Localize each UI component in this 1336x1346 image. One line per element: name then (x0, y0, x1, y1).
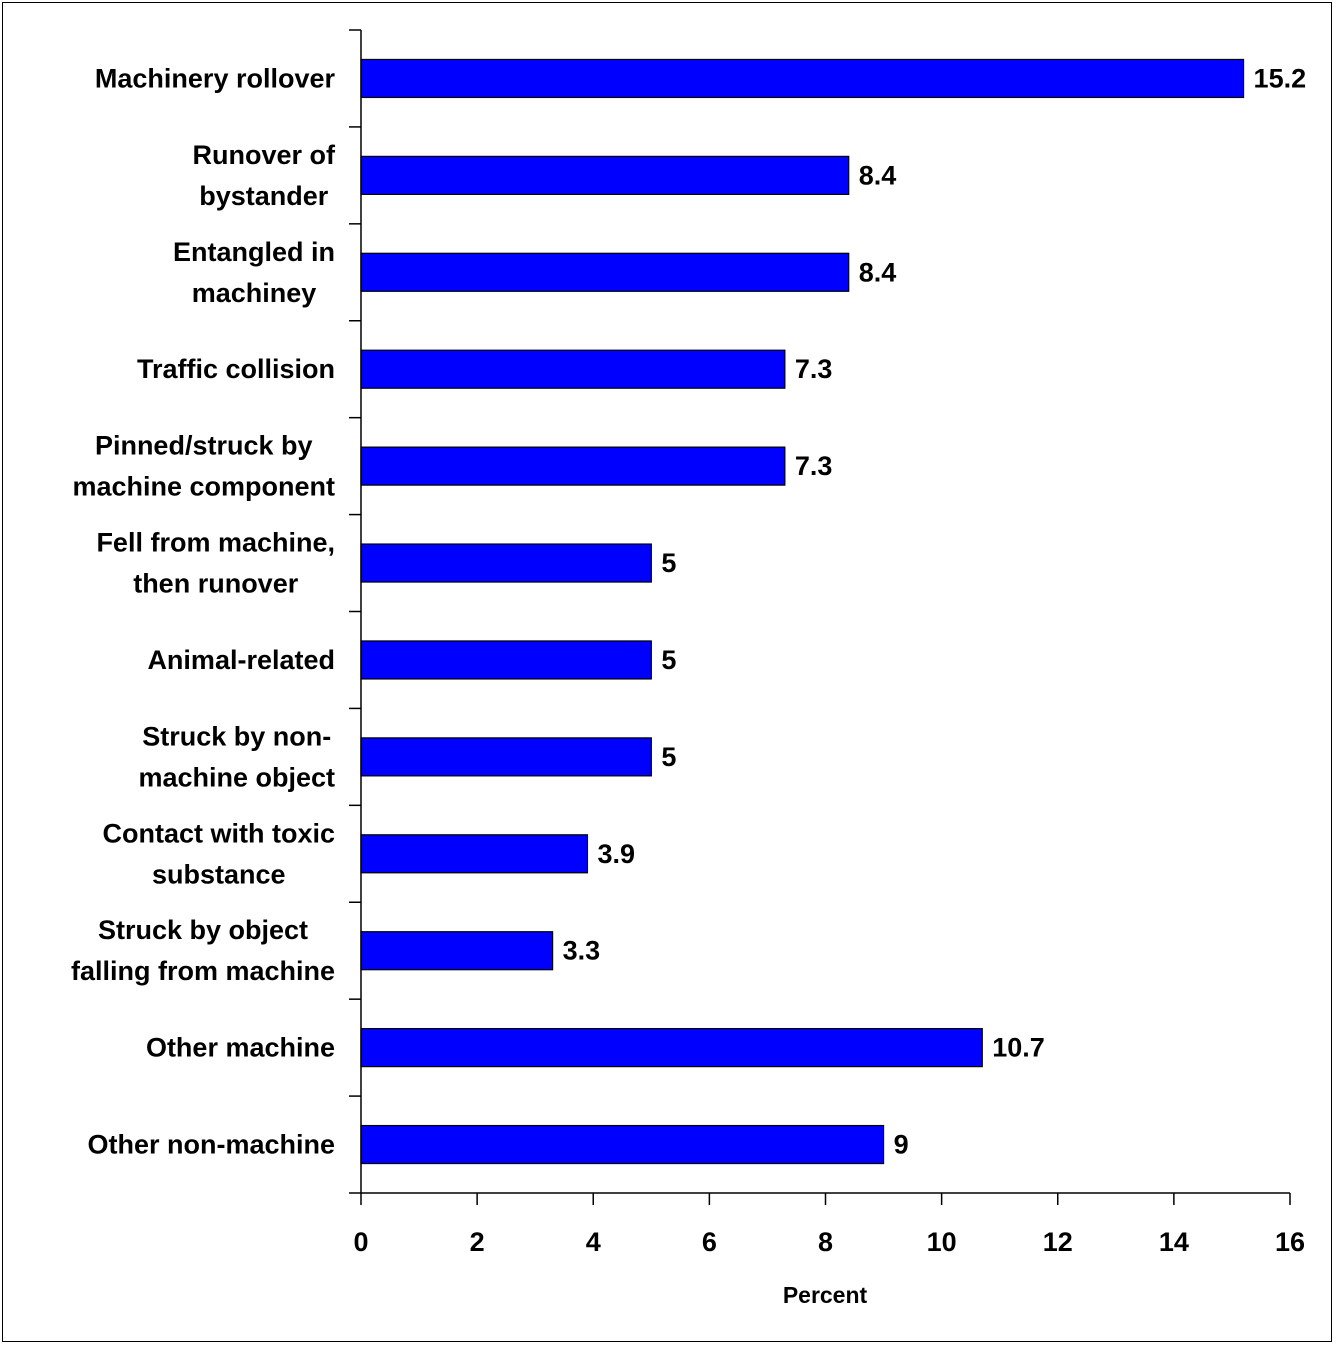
category-label-line: Other non-machine (87, 1130, 335, 1160)
x-tick-label-0: 0 (353, 1227, 368, 1257)
category-label-1: Runover of bystander (192, 140, 336, 211)
category-label-line: Entangled in (173, 237, 335, 267)
category-label-line: machine object (138, 762, 335, 792)
labels-group: 15.2 Machinery rollover 8.4 Runover of bysta… (71, 63, 1306, 1257)
bar-10 (360, 1028, 983, 1068)
category-label-line: then runover (133, 569, 299, 599)
data-label-6: 5 (661, 645, 676, 675)
x-axis-title: Percent (783, 1282, 868, 1308)
category-label-4: Pinned/struck by machine component (72, 431, 335, 502)
bar-4 (360, 446, 786, 486)
x-tick-label-8: 16 (1275, 1227, 1305, 1257)
category-label-line: Animal-related (147, 645, 335, 675)
data-label-9: 3.3 (563, 936, 601, 966)
bar-5 (360, 543, 652, 583)
bar-8 (360, 834, 589, 874)
category-label-line: Struck by object (98, 915, 308, 945)
category-label-11: Other non-machine (87, 1130, 335, 1160)
x-tick-label-1: 2 (470, 1227, 485, 1257)
data-label-8: 3.9 (597, 839, 635, 869)
category-label-5: Fell from machine, then runover (96, 528, 335, 599)
category-label-line: Traffic collision (137, 354, 335, 384)
x-tick-label-5: 10 (927, 1227, 957, 1257)
bar-7 (360, 737, 652, 777)
category-label-3: Traffic collision (137, 354, 335, 384)
category-label-0: Machinery rollover (95, 63, 336, 93)
x-tick-label-6: 12 (1043, 1227, 1073, 1257)
data-label-3: 7.3 (795, 354, 833, 384)
bars-group (360, 58, 1245, 1165)
bar-11 (360, 1124, 885, 1165)
category-label-line: Runover of (192, 140, 336, 170)
data-label-0: 15.2 (1254, 63, 1307, 93)
bar-6 (360, 640, 652, 680)
category-label-10: Other machine (146, 1033, 335, 1063)
category-label-9: Struck by object falling from machine (71, 915, 335, 986)
x-tick-label-4: 8 (818, 1227, 833, 1257)
data-label-1: 8.4 (859, 160, 897, 190)
category-label-line: Contact with toxic (102, 818, 335, 848)
axes-group (349, 29, 1291, 1205)
category-label-line: Fell from machine, (96, 528, 335, 558)
bar-0 (360, 58, 1245, 99)
data-label-5: 5 (661, 548, 676, 578)
category-label-line: machiney (192, 278, 317, 308)
category-label-line: substance (152, 859, 286, 889)
bar-2 (360, 252, 850, 292)
category-label-line: Machinery rollover (95, 63, 336, 93)
category-label-6: Animal-related (147, 645, 335, 675)
category-label-line: machine component (72, 472, 335, 502)
category-label-2: Entangled in machiney (173, 237, 335, 308)
category-label-line: Other machine (146, 1033, 335, 1063)
x-tick-label-7: 14 (1159, 1227, 1189, 1257)
data-label-11: 9 (894, 1130, 909, 1160)
bar-1 (360, 155, 850, 195)
category-label-line: Struck by non- (142, 721, 331, 751)
x-tick-label-2: 4 (586, 1227, 601, 1257)
x-tick-label-3: 6 (702, 1227, 717, 1257)
category-label-line: falling from machine (71, 956, 335, 986)
bar-3 (360, 349, 786, 389)
category-label-7: Struck by non-machine object (138, 721, 335, 792)
category-label-line: bystander (199, 181, 329, 211)
bar-9 (360, 931, 554, 971)
data-label-2: 8.4 (859, 257, 897, 287)
category-label-8: Contact with toxic substance (102, 818, 335, 889)
data-label-7: 5 (661, 742, 676, 772)
data-label-10: 10.7 (992, 1033, 1045, 1063)
data-label-4: 7.3 (795, 451, 833, 481)
category-label-line: Pinned/struck by (95, 431, 313, 461)
